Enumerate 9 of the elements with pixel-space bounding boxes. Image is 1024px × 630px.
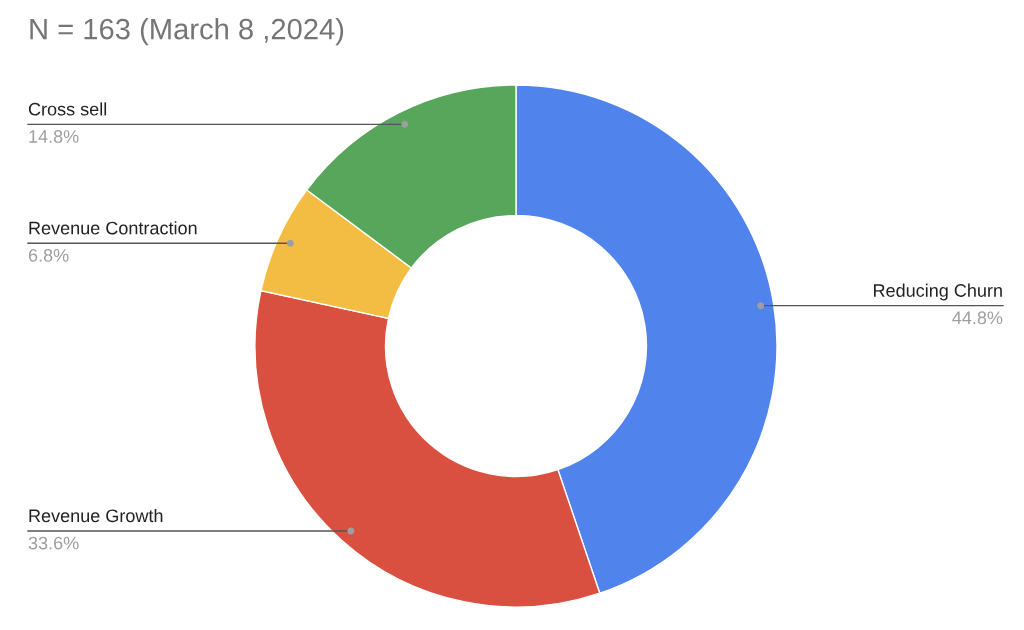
data-label: 44.8% bbox=[952, 311, 1003, 325]
slice-label: Revenue Contraction bbox=[29, 221, 197, 235]
slice-label: Reducing Churn bbox=[874, 283, 1002, 301]
slice-label: Cross sell bbox=[28, 102, 107, 116]
slice-label: Revenue Growth bbox=[29, 508, 163, 523]
chart-title: N = 163 (March 8 ,2024) bbox=[30, 18, 344, 46]
data-label: 14.8% bbox=[29, 130, 79, 143]
data-label: 6.8% bbox=[28, 248, 69, 262]
data-label: 33.6% bbox=[28, 536, 79, 550]
